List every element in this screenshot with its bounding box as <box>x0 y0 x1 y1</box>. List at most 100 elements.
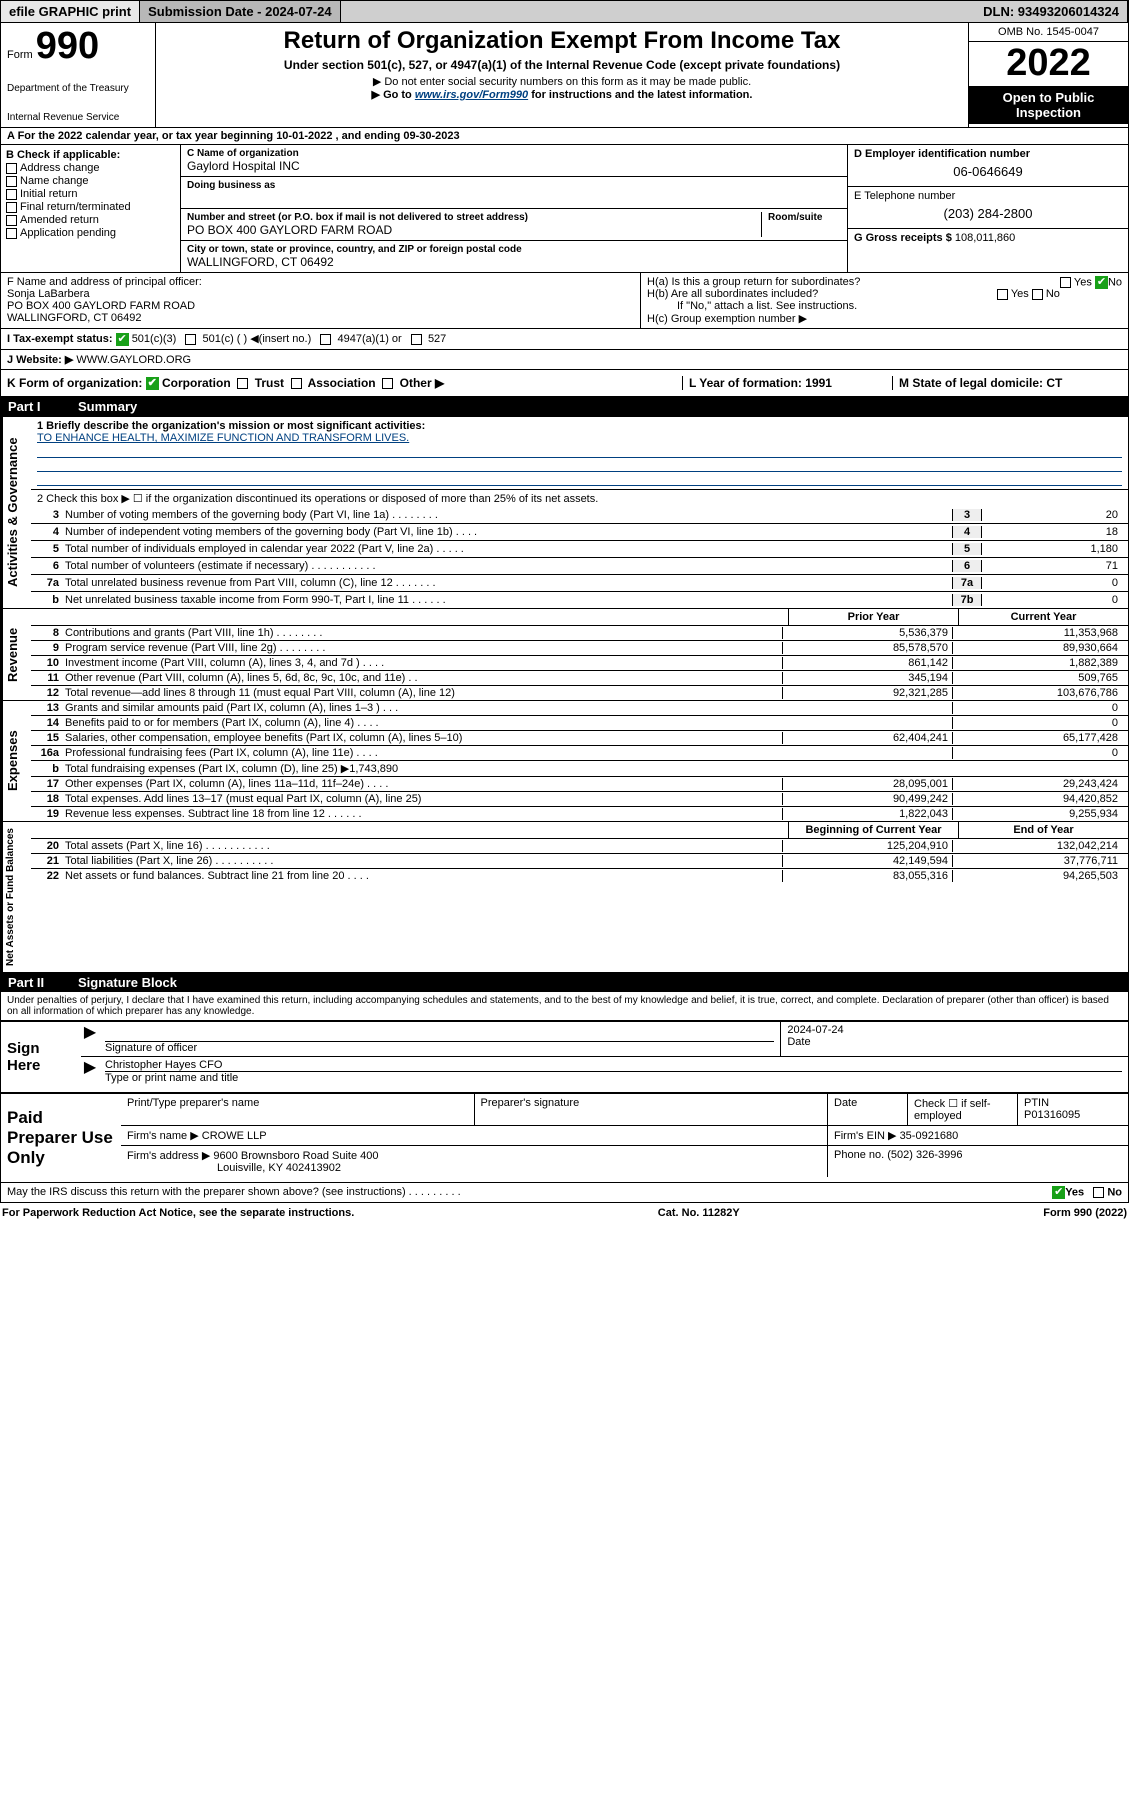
side-expenses: Expenses <box>1 701 31 821</box>
form-number-footer: Form 990 (2022) <box>1043 1207 1127 1219</box>
part1-revenue: Revenue Prior Year Current Year 8Contrib… <box>0 609 1129 701</box>
part1-header: Part I Summary <box>0 397 1129 416</box>
firm-addr: 9600 Brownsboro Road Suite 400 <box>213 1150 378 1162</box>
sig-date-value: 2024-07-24 <box>787 1024 1122 1036</box>
summary-line: 4Number of independent voting members of… <box>31 524 1128 541</box>
page-footer: For Paperwork Reduction Act Notice, see … <box>0 1203 1129 1223</box>
side-governance: Activities & Governance <box>1 417 31 608</box>
chk-application-pending[interactable]: Application pending <box>6 227 175 239</box>
col-b-header: B Check if applicable: <box>6 149 175 161</box>
dept-label: Department of the Treasury <box>7 83 149 94</box>
part1-governance: Activities & Governance 1 Briefly descri… <box>0 416 1129 609</box>
summary-line: 20Total assets (Part X, line 16) . . . .… <box>31 839 1128 854</box>
ein-label: D Employer identification number <box>854 148 1122 160</box>
row-f-officer: F Name and address of principal officer:… <box>0 273 1129 329</box>
summary-line: bNet unrelated business taxable income f… <box>31 592 1128 608</box>
row-k-form-org: K Form of organization: ✔ Corporation Tr… <box>0 370 1129 397</box>
entity-info-grid: B Check if applicable: Address change Na… <box>0 145 1129 273</box>
form-label: Form <box>7 49 33 61</box>
efile-label[interactable]: efile GRAPHIC print <box>1 1 140 22</box>
officer-addr2: WALLINGFORD, CT 06492 <box>7 312 634 324</box>
summary-line: 5Total number of individuals employed in… <box>31 541 1128 558</box>
website-value[interactable]: WWW.GAYLORD.ORG <box>76 354 191 366</box>
public-inspection: Open to Public Inspection <box>969 86 1128 124</box>
summary-line: 9Program service revenue (Part VIII, lin… <box>31 641 1128 656</box>
tel-label: E Telephone number <box>854 190 1122 202</box>
arrow-icon: ▶ <box>81 1022 99 1056</box>
paid-preparer-label: Paid Preparer Use Only <box>1 1094 121 1182</box>
sig-date-label: Date <box>787 1036 1122 1048</box>
firm-city: Louisville, KY 402413902 <box>127 1162 821 1174</box>
form-number: 990 <box>36 25 99 67</box>
firm-ein: 35-0921680 <box>900 1130 959 1142</box>
hb-question: H(b) Are all subordinates included? Yes … <box>647 288 1122 300</box>
summary-line: 13Grants and similar amounts paid (Part … <box>31 701 1128 716</box>
summary-line: 8Contributions and grants (Part VIII, li… <box>31 626 1128 641</box>
mission-text: TO ENHANCE HEALTH, MAXIMIZE FUNCTION AND… <box>37 432 409 444</box>
org-city: WALLINGFORD, CT 06492 <box>187 255 841 269</box>
note-ssn: ▶ Do not enter social security numbers o… <box>162 75 962 88</box>
org-address: PO BOX 400 GAYLORD FARM ROAD <box>187 223 761 237</box>
side-revenue: Revenue <box>1 609 31 700</box>
summary-line: 16aProfessional fundraising fees (Part I… <box>31 746 1128 761</box>
may-irs-row: May the IRS discuss this return with the… <box>0 1183 1129 1203</box>
part2-header: Part II Signature Block <box>0 973 1129 992</box>
dln-label: DLN: 93493206014324 <box>975 1 1128 22</box>
note-link: ▶ Go to www.irs.gov/Form990 for instruct… <box>162 88 962 101</box>
addr-label: Number and street (or P.O. box if mail i… <box>187 212 761 223</box>
summary-line: 12Total revenue—add lines 8 through 11 (… <box>31 686 1128 700</box>
perjury-declaration: Under penalties of perjury, I declare th… <box>0 992 1129 1021</box>
col-c-org-info: C Name of organization Gaylord Hospital … <box>181 145 848 272</box>
part1-expenses: Expenses 13Grants and similar amounts pa… <box>0 701 1129 822</box>
arrow-icon: ▶ <box>81 1057 99 1086</box>
sign-here-block: Sign Here ▶ Signature of officer 2024-07… <box>0 1021 1129 1093</box>
summary-line: bTotal fundraising expenses (Part IX, co… <box>31 761 1128 777</box>
chk-final-return[interactable]: Final return/terminated <box>6 201 175 213</box>
org-name-label: C Name of organization <box>187 148 841 159</box>
chk-501c3[interactable]: ✔ <box>116 333 129 346</box>
dba-label: Doing business as <box>187 180 841 191</box>
summary-line: 14Benefits paid to or for members (Part … <box>31 716 1128 731</box>
cat-number: Cat. No. 11282Y <box>658 1207 740 1219</box>
mission-section: 1 Briefly describe the organization's mi… <box>31 417 1128 490</box>
chk-address-change[interactable]: Address change <box>6 162 175 174</box>
paid-preparer-block: Paid Preparer Use Only Print/Type prepar… <box>0 1093 1129 1183</box>
top-bar: efile GRAPHIC print Submission Date - 20… <box>0 0 1129 23</box>
officer-typed-name: Christopher Hayes CFO <box>105 1059 1122 1072</box>
submission-date[interactable]: Submission Date - 2024-07-24 <box>140 1 341 22</box>
form-title: Return of Organization Exempt From Incom… <box>162 27 962 55</box>
chk-name-change[interactable]: Name change <box>6 175 175 187</box>
omb-number: OMB No. 1545-0047 <box>969 23 1128 42</box>
summary-line: 19Revenue less expenses. Subtract line 1… <box>31 807 1128 821</box>
sign-here-label: Sign Here <box>1 1022 81 1092</box>
col-d-numbers: D Employer identification number 06-0646… <box>848 145 1128 272</box>
ha-question: H(a) Is this a group return for subordin… <box>647 276 1122 288</box>
summary-line: 6Total number of volunteers (estimate if… <box>31 558 1128 575</box>
ein-value: 06-0646649 <box>854 160 1122 183</box>
summary-line: 7aTotal unrelated business revenue from … <box>31 575 1128 592</box>
netassets-col-hdr: Beginning of Current Year End of Year <box>31 822 1128 839</box>
city-label: City or town, state or province, country… <box>187 244 841 255</box>
gross-value: 108,011,860 <box>955 232 1015 244</box>
paperwork-notice: For Paperwork Reduction Act Notice, see … <box>2 1207 354 1219</box>
hc-label: H(c) Group exemption number ▶ <box>647 312 1122 325</box>
irs-label: Internal Revenue Service <box>7 112 149 123</box>
summary-line: 10Investment income (Part VIII, column (… <box>31 656 1128 671</box>
gross-label: G Gross receipts $ <box>854 232 952 244</box>
summary-line: 22Net assets or fund balances. Subtract … <box>31 869 1128 883</box>
summary-line: 17Other expenses (Part IX, column (A), l… <box>31 777 1128 792</box>
officer-typed-label: Type or print name and title <box>105 1072 1122 1084</box>
summary-line: 21Total liabilities (Part X, line 26) . … <box>31 854 1128 869</box>
officer-name: Sonja LaBarbera <box>7 288 634 300</box>
chk-corporation[interactable]: ✔ <box>146 377 159 390</box>
section-a: A For the 2022 calendar year, or tax yea… <box>0 128 1129 145</box>
tax-year: 2022 <box>969 42 1128 86</box>
irs-link[interactable]: www.irs.gov/Form990 <box>415 89 528 101</box>
chk-amended-return[interactable]: Amended return <box>6 214 175 226</box>
form-header: Form 990 Department of the Treasury Inte… <box>0 23 1129 128</box>
row-j-website: J Website: ▶ WWW.GAYLORD.ORG <box>0 350 1129 370</box>
revenue-col-hdr: Prior Year Current Year <box>31 609 1128 626</box>
chk-initial-return[interactable]: Initial return <box>6 188 175 200</box>
tel-value: (203) 284-2800 <box>854 202 1122 225</box>
firm-phone: (502) 326-3996 <box>887 1149 962 1161</box>
